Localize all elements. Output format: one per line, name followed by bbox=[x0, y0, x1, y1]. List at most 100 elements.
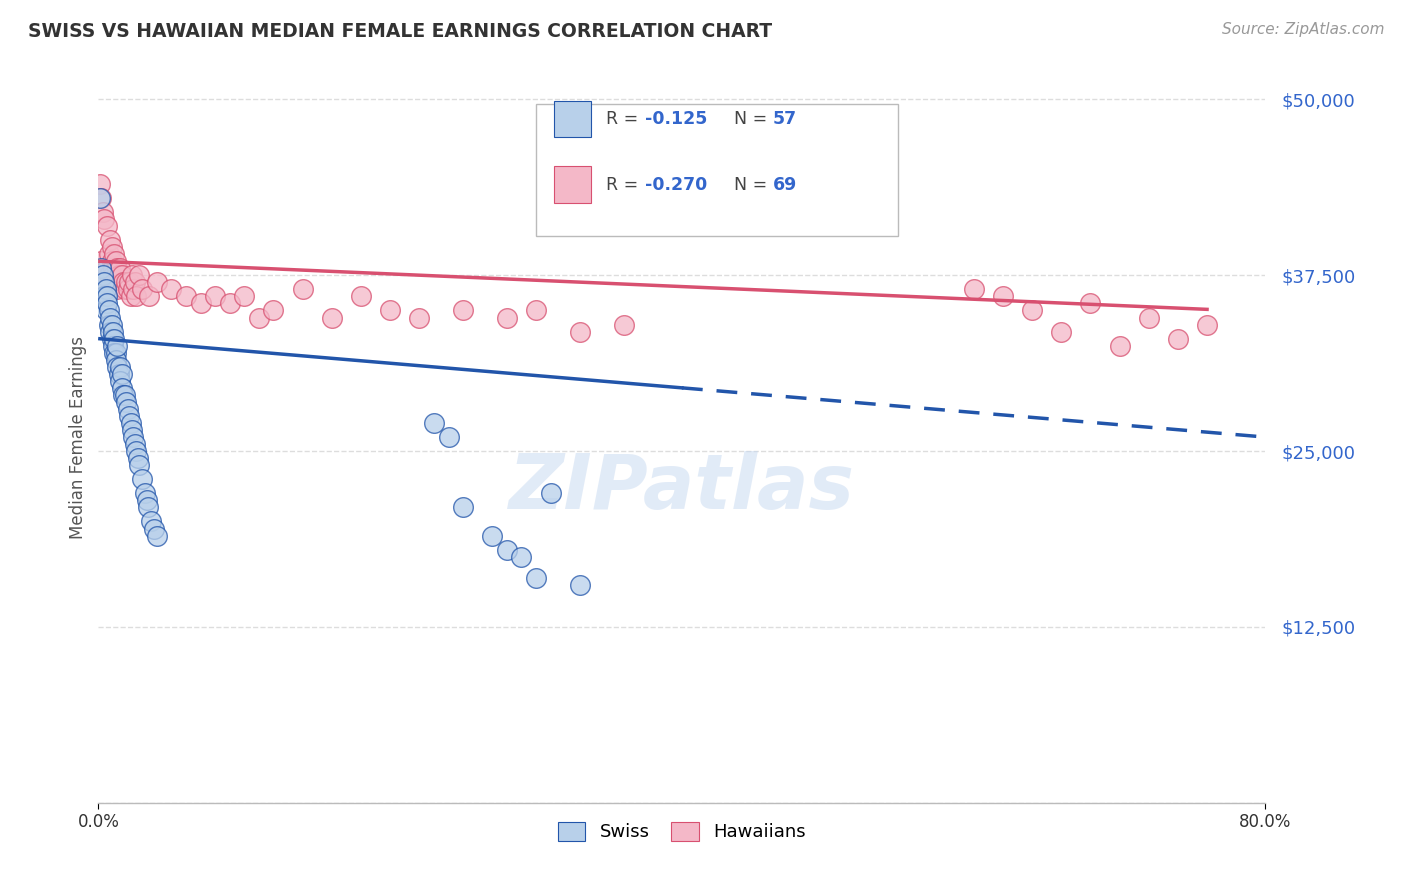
Point bbox=[120, 416, 142, 430]
Point bbox=[90, 191, 112, 205]
Point bbox=[93, 276, 115, 290]
Point bbox=[142, 521, 165, 535]
Point bbox=[496, 542, 519, 557]
Point bbox=[108, 367, 131, 381]
Point bbox=[89, 177, 111, 191]
Point bbox=[1195, 318, 1218, 332]
Point bbox=[96, 289, 118, 303]
Point bbox=[122, 282, 145, 296]
Point bbox=[350, 289, 373, 303]
Point bbox=[94, 276, 117, 290]
Point bbox=[540, 486, 562, 500]
Point bbox=[423, 416, 446, 430]
Point bbox=[100, 254, 122, 268]
Text: R =: R = bbox=[606, 176, 644, 194]
Point bbox=[138, 289, 160, 303]
Point bbox=[96, 296, 118, 310]
Point bbox=[90, 254, 112, 268]
Point bbox=[510, 549, 533, 564]
Point bbox=[125, 444, 148, 458]
Point bbox=[114, 282, 136, 296]
Point bbox=[128, 268, 150, 283]
Point bbox=[125, 289, 148, 303]
FancyBboxPatch shape bbox=[536, 104, 898, 235]
Point bbox=[94, 261, 117, 276]
Point bbox=[105, 359, 128, 374]
Point bbox=[115, 395, 138, 409]
Point bbox=[233, 289, 256, 303]
Point bbox=[481, 528, 503, 542]
Point bbox=[103, 247, 125, 261]
Point bbox=[991, 289, 1014, 303]
Point bbox=[100, 332, 122, 346]
Text: N =: N = bbox=[734, 176, 773, 194]
Point bbox=[1167, 332, 1189, 346]
Point bbox=[96, 261, 118, 276]
Point bbox=[101, 268, 124, 283]
Point bbox=[105, 338, 128, 352]
Point bbox=[98, 276, 121, 290]
Point bbox=[111, 367, 134, 381]
Text: Source: ZipAtlas.com: Source: ZipAtlas.com bbox=[1222, 22, 1385, 37]
Point bbox=[110, 359, 132, 374]
Point bbox=[91, 276, 114, 290]
Point bbox=[97, 268, 120, 283]
Legend: Swiss, Hawaiians: Swiss, Hawaiians bbox=[551, 814, 813, 848]
Point bbox=[94, 303, 117, 318]
Text: -0.125: -0.125 bbox=[644, 110, 707, 128]
Point bbox=[98, 325, 121, 339]
Point bbox=[118, 409, 141, 423]
Point bbox=[105, 261, 128, 276]
Point bbox=[104, 345, 127, 359]
Point bbox=[112, 388, 135, 402]
Point bbox=[117, 282, 139, 296]
Text: R =: R = bbox=[606, 110, 644, 128]
Point bbox=[104, 254, 127, 268]
Point bbox=[105, 282, 128, 296]
Point bbox=[380, 303, 402, 318]
Point bbox=[115, 276, 138, 290]
Text: ZIPatlas: ZIPatlas bbox=[509, 451, 855, 525]
Text: 69: 69 bbox=[773, 176, 797, 194]
Point bbox=[103, 276, 125, 290]
Point bbox=[97, 247, 120, 261]
Point bbox=[174, 289, 197, 303]
Point bbox=[262, 303, 284, 318]
Point bbox=[118, 276, 141, 290]
Point bbox=[100, 240, 122, 254]
Point bbox=[104, 352, 127, 367]
Point bbox=[408, 310, 430, 325]
Point bbox=[90, 261, 112, 276]
Point bbox=[101, 261, 124, 276]
FancyBboxPatch shape bbox=[554, 101, 591, 137]
Point bbox=[146, 276, 169, 290]
Point bbox=[112, 276, 135, 290]
Point bbox=[114, 388, 136, 402]
Point bbox=[110, 261, 132, 276]
Point bbox=[101, 325, 124, 339]
Point bbox=[1080, 296, 1102, 310]
Point bbox=[120, 289, 142, 303]
Point bbox=[121, 268, 143, 283]
Point bbox=[131, 282, 153, 296]
Point bbox=[103, 345, 125, 359]
Point bbox=[91, 289, 114, 303]
Point bbox=[321, 310, 343, 325]
Point bbox=[89, 191, 111, 205]
Point bbox=[568, 325, 591, 339]
Point bbox=[962, 282, 984, 296]
Point bbox=[128, 458, 150, 473]
Point bbox=[568, 578, 591, 592]
Point bbox=[94, 282, 117, 296]
Text: 57: 57 bbox=[773, 110, 797, 128]
Point bbox=[437, 430, 460, 444]
Text: N =: N = bbox=[734, 110, 773, 128]
Point bbox=[451, 500, 474, 515]
Point bbox=[98, 310, 121, 325]
Text: -0.270: -0.270 bbox=[644, 176, 707, 194]
Point bbox=[136, 500, 159, 515]
Point bbox=[160, 282, 183, 296]
Point bbox=[218, 296, 240, 310]
Point bbox=[97, 318, 120, 332]
Point bbox=[96, 219, 118, 233]
